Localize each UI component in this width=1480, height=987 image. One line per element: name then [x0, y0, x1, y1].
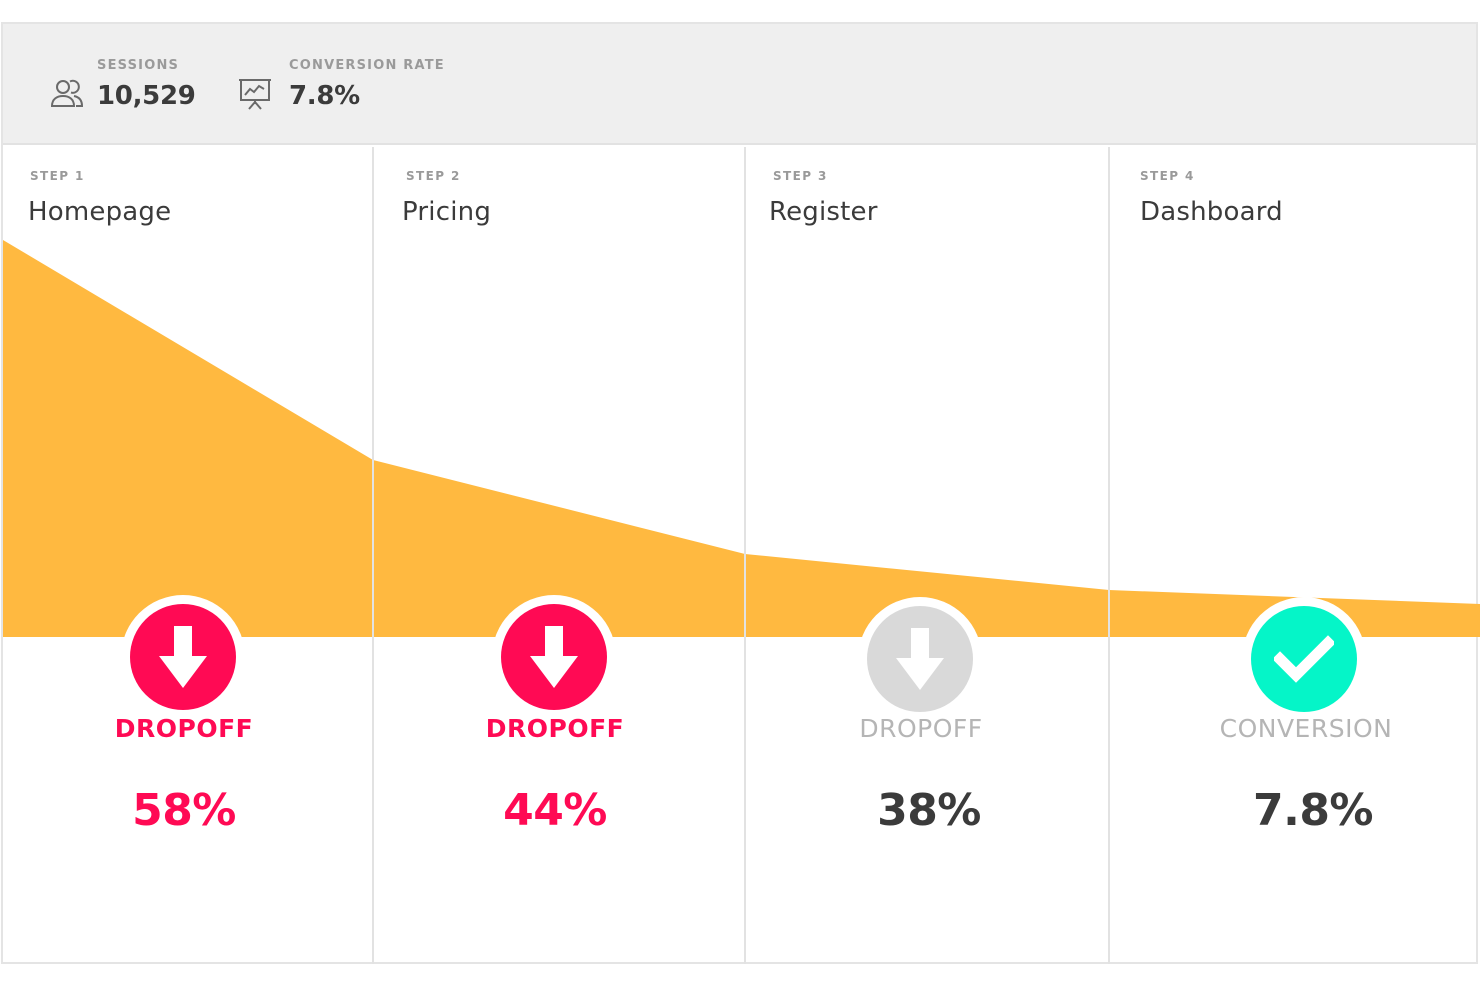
dropoff-badge-inactive — [858, 597, 982, 721]
step-number: STEP 3 — [773, 169, 828, 183]
step-name: Pricing — [402, 197, 492, 227]
metric-value: 7.8% — [1252, 785, 1374, 836]
metric-value: 38% — [877, 785, 981, 836]
metric-label: CONVERSION — [1219, 714, 1393, 743]
dropoff-badge — [492, 595, 616, 719]
step-number: STEP 1 — [30, 169, 85, 183]
metric-label: DROPOFF — [859, 714, 983, 743]
step-name: Register — [769, 197, 878, 227]
metric-value: 58% — [132, 785, 236, 836]
conversion-rate-value: 7.8% — [289, 81, 360, 111]
step-name: Homepage — [28, 197, 172, 227]
sessions-label: SESSIONS — [97, 58, 180, 73]
step-name: Dashboard — [1140, 197, 1283, 227]
sessions-value: 10,529 — [97, 81, 196, 111]
metric-label: DROPOFF — [114, 714, 254, 743]
step-number: STEP 4 — [1140, 169, 1195, 183]
metric-label: DROPOFF — [485, 714, 625, 743]
arrow-down-icon — [530, 626, 578, 688]
users-icon — [50, 79, 84, 107]
checkmark-icon — [1274, 635, 1334, 683]
arrow-down-icon — [896, 628, 944, 690]
conversion-rate-label: CONVERSION RATE — [289, 58, 445, 73]
column-divider — [1108, 147, 1110, 964]
arrow-down-icon — [159, 626, 207, 688]
step-column-homepage[interactable]: STEP 1 Homepage — [3, 147, 372, 964]
step-column-register[interactable]: STEP 3 Register — [746, 147, 1108, 964]
conversion-badge — [1242, 597, 1366, 721]
step-column-pricing[interactable]: STEP 2 Pricing — [374, 147, 744, 964]
column-divider — [744, 147, 746, 964]
funnel-steps: STEP 1 Homepage DROPOFF 58% STEP 2 Prici… — [3, 147, 1480, 964]
summary-bar: SESSIONS 10,529 CONVERSION RATE 7.8% — [3, 24, 1476, 145]
step-number: STEP 2 — [406, 169, 461, 183]
step-column-dashboard[interactable]: STEP 4 Dashboard — [1110, 147, 1480, 964]
funnel-panel: SESSIONS 10,529 CONVERSION RATE 7.8% — [1, 22, 1480, 964]
dropoff-badge — [121, 595, 245, 719]
column-divider — [372, 147, 374, 964]
presentation-chart-icon — [239, 79, 271, 110]
metric-value: 44% — [503, 785, 607, 836]
